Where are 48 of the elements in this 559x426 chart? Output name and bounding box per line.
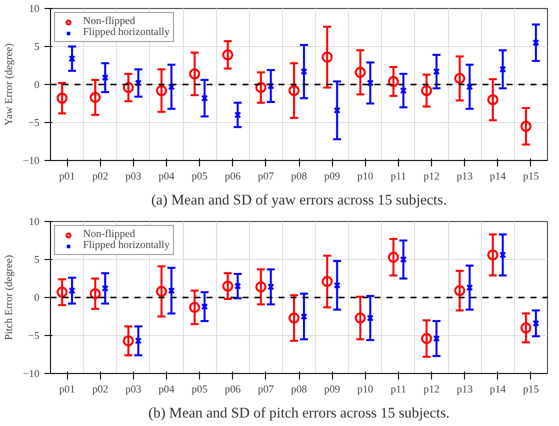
y-axis-title: Yaw Error (degree) <box>4 42 15 126</box>
x-tick-label: p03 <box>125 172 142 182</box>
y-tick-label: 0 <box>34 80 40 91</box>
x-tick-label: p04 <box>158 384 176 396</box>
x-tick-label: p05 <box>192 172 208 182</box>
x-tick-label: p12 <box>424 172 440 182</box>
x-tick-label: p14 <box>490 172 506 182</box>
x-tick-label: p06 <box>224 172 242 182</box>
x-tick-label: p10 <box>357 384 374 396</box>
y-tick-label: 5 <box>34 255 40 266</box>
y-axis-title: Pitch Error (degree) <box>4 254 15 340</box>
y-tick-label: −10 <box>22 156 40 167</box>
y-tick-label: −5 <box>28 331 40 342</box>
x-tick-label: p15 <box>522 384 539 396</box>
x-tick-label: p02 <box>92 384 108 396</box>
y-tick-label: 10 <box>28 4 40 15</box>
y-tick-label: −10 <box>22 369 40 380</box>
x-tick-label: p01 <box>59 172 76 182</box>
x-tick-label: p14 <box>490 384 506 396</box>
text: (a) Mean and SD of yaw errors across 15 subjects. <box>151 192 447 208</box>
y-tick-label: 5 <box>34 42 40 53</box>
legend-label: Non-flipped <box>83 229 136 240</box>
y-tick-label: 10 <box>28 217 40 228</box>
x-tick-label: p03 <box>125 384 142 396</box>
x-tick-label: p07 <box>258 172 275 182</box>
x-tick-label: p11 <box>390 172 406 182</box>
x-tick-label: p09 <box>324 172 340 182</box>
x-tick-label: p15 <box>522 172 539 182</box>
text: (b) Mean and SD of pitch errors across 15 subjects. <box>148 406 450 422</box>
x-tick-label: p11 <box>390 384 406 396</box>
x-tick-label: p10 <box>357 172 374 182</box>
x-tick-label: p09 <box>324 384 340 396</box>
x-tick-label: p06 <box>224 384 242 396</box>
x-tick-label: p05 <box>192 384 208 396</box>
x-tick-label: p08 <box>291 172 307 182</box>
x-tick-label: p04 <box>158 172 176 182</box>
x-tick-label: p13 <box>456 384 473 396</box>
x-tick-label: p01 <box>59 384 76 396</box>
legend-label: Flipped horizontally <box>83 240 170 251</box>
y-tick-label: 0 <box>34 293 40 304</box>
legend-label: Non-flipped <box>83 16 136 27</box>
x-tick-label: p12 <box>424 384 440 396</box>
x-tick-label: p08 <box>291 384 307 396</box>
x-tick-label: p02 <box>92 172 108 182</box>
y-tick-label: −5 <box>28 118 40 129</box>
x-tick-label: p07 <box>258 384 275 396</box>
x-tick-label: p13 <box>456 172 473 182</box>
legend-label: Flipped horizontally <box>83 27 170 38</box>
